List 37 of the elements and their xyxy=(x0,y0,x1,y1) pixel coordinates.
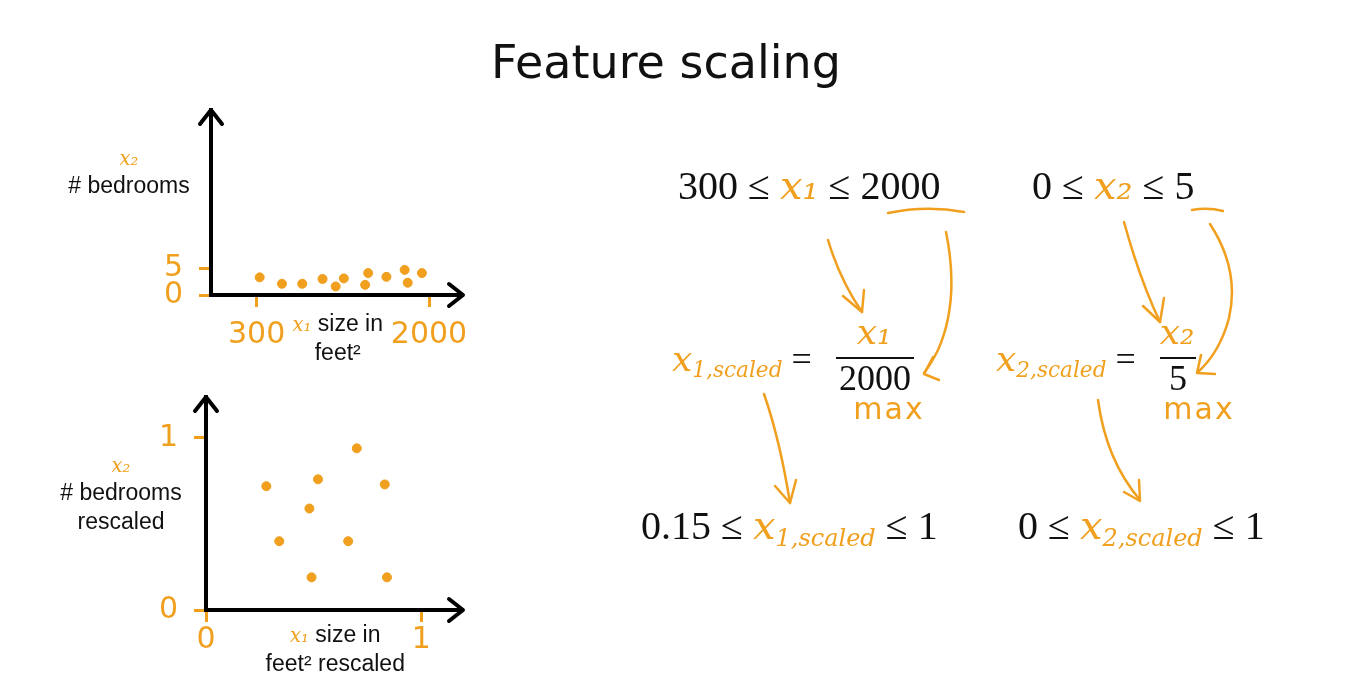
point xyxy=(261,481,272,492)
text: 0.15 ≤ x$_{1,scaled}$ ≤ 1 xyxy=(641,502,938,553)
text: x$_{2,scaled}$ = xyxy=(996,338,1136,383)
point xyxy=(402,277,413,288)
text: x₁ xyxy=(856,311,892,352)
point xyxy=(381,572,392,583)
text: x$_{1,scaled}$ = xyxy=(672,338,812,383)
y-axis-title: x₂ # bedrooms xyxy=(68,145,190,201)
point xyxy=(254,272,265,283)
point xyxy=(330,281,341,292)
text: Feature scaling xyxy=(491,35,841,89)
text: 0 ≤ x₂ ≤ 5 xyxy=(1032,162,1195,208)
point xyxy=(343,536,354,547)
point xyxy=(274,536,285,547)
point xyxy=(351,443,362,454)
point xyxy=(360,279,371,290)
text: 0 ≤ x$_{2,scaled}$ ≤ 1 xyxy=(1018,502,1265,553)
point xyxy=(338,273,349,284)
x-axis-title: x₁ size in feet² rescaled xyxy=(265,620,405,678)
point xyxy=(416,268,427,279)
point xyxy=(297,278,308,289)
y-tick-label: 0 xyxy=(158,589,178,625)
x-tick-label: 300 xyxy=(228,314,286,350)
point xyxy=(276,278,287,289)
point xyxy=(306,572,317,583)
text: x₂ xyxy=(1159,311,1195,352)
text: 300 ≤ x₁ ≤ 2000 xyxy=(678,162,941,208)
point xyxy=(381,271,392,282)
y-axis-title: x₂ # bedrooms rescaled xyxy=(60,453,182,534)
point xyxy=(379,479,390,490)
point xyxy=(313,474,324,485)
point xyxy=(317,273,328,284)
x-axis-title: x₁ size in feet² xyxy=(292,309,383,367)
point xyxy=(399,264,410,275)
point xyxy=(363,268,374,279)
y-tick-label: 1 xyxy=(158,417,178,453)
point xyxy=(304,503,315,514)
